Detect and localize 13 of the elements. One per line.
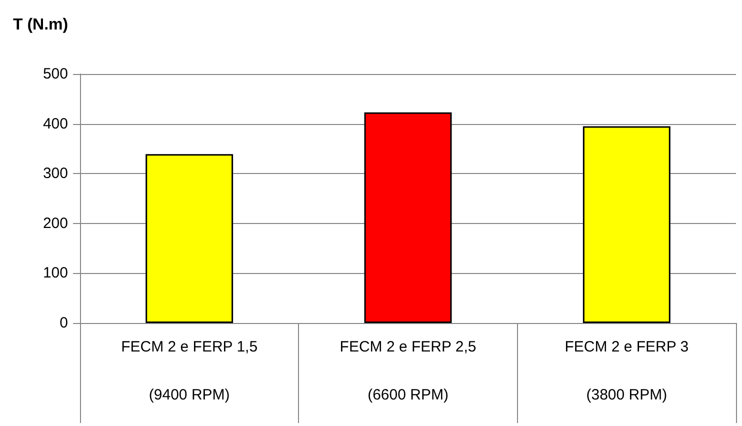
y-tick-label: 100 [42, 264, 68, 282]
y-axis-title: T (N.m) [13, 16, 68, 34]
y-tick-label: 400 [42, 115, 68, 132]
y-tick-label: 0 [60, 314, 68, 332]
y-tick-label: 300 [42, 165, 68, 182]
bar [364, 112, 452, 323]
bar [146, 154, 234, 323]
y-tick-label: 500 [42, 66, 68, 82]
category-label: FECM 2 e FERP 1,5 (9400 RPM) [121, 338, 258, 404]
y-tick-label: 200 [42, 214, 68, 232]
category-label: FECM 2 e FERP 2,5 (6600 RPM) [340, 338, 476, 404]
category-label: FECM 2 e FERP 3 (3800 RPM) [564, 338, 689, 404]
bar [582, 126, 670, 323]
